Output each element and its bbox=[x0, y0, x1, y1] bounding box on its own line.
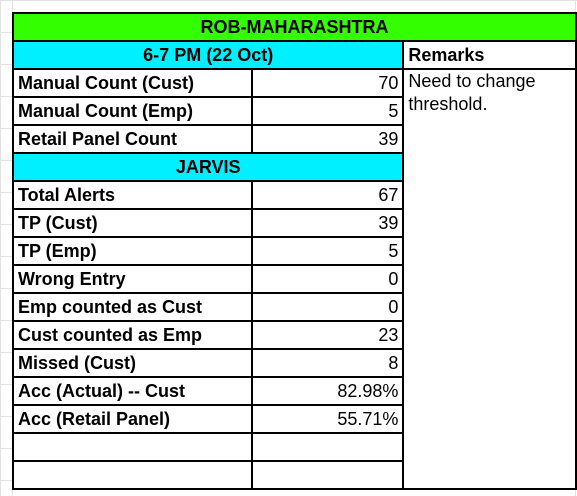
table-row: Missed (Cust) 8 bbox=[12, 348, 576, 378]
row-value[interactable]: 5 bbox=[250, 96, 405, 126]
remarks-cell[interactable]: Need to change threshold. bbox=[402, 68, 577, 490]
table-row: Retail Panel Count 39 bbox=[12, 124, 576, 154]
table-row: TP (Cust) 39 bbox=[12, 208, 576, 238]
row-label[interactable]: Total Alerts bbox=[12, 180, 253, 210]
row-value[interactable] bbox=[250, 460, 405, 490]
row-value[interactable]: 70 bbox=[250, 68, 405, 98]
row-value[interactable]: 39 bbox=[250, 124, 405, 154]
row-value[interactable] bbox=[250, 432, 405, 462]
header-row: 6-7 PM (22 Oct) Remarks bbox=[11, 40, 577, 70]
table-title[interactable]: ROB-MAHARASHTRA bbox=[12, 12, 577, 42]
row-value[interactable]: 55.71% bbox=[250, 404, 405, 434]
row-label[interactable]: Manual Count (Cust) bbox=[12, 68, 253, 98]
row-label[interactable]: Acc (Retail Panel) bbox=[12, 404, 253, 434]
table-row: Emp counted as Cust 0 bbox=[12, 292, 576, 322]
row-label[interactable]: Manual Count (Emp) bbox=[12, 96, 253, 126]
table-row: Total Alerts 67 bbox=[12, 180, 576, 210]
row-label[interactable] bbox=[12, 432, 253, 462]
row-value[interactable]: 82.98% bbox=[250, 376, 405, 406]
table-row: Manual Count (Emp) 5 bbox=[12, 96, 576, 126]
row-value[interactable]: 0 bbox=[250, 292, 405, 322]
row-value[interactable]: 39 bbox=[250, 208, 405, 238]
table-row: Cust counted as Emp 23 bbox=[12, 320, 576, 350]
row-label[interactable]: TP (Cust) bbox=[12, 208, 253, 238]
row-label[interactable]: Retail Panel Count bbox=[12, 124, 253, 154]
row-label[interactable] bbox=[12, 460, 253, 490]
table-row bbox=[12, 432, 576, 462]
section-row: JARVIS bbox=[11, 152, 576, 182]
row-label[interactable]: Emp counted as Cust bbox=[12, 292, 253, 322]
row-value[interactable]: 23 bbox=[250, 320, 405, 350]
row-value[interactable]: 8 bbox=[250, 348, 405, 378]
table-row: Manual Count (Cust) 70 Need to change th… bbox=[12, 68, 577, 490]
row-label[interactable]: TP (Emp) bbox=[12, 236, 253, 266]
table-row: TP (Emp) 5 bbox=[12, 236, 576, 266]
row-label[interactable]: Cust counted as Emp bbox=[12, 320, 253, 350]
section-header[interactable]: JARVIS bbox=[11, 152, 405, 182]
row-value[interactable]: 67 bbox=[250, 180, 405, 210]
session-header[interactable]: 6-7 PM (22 Oct) bbox=[11, 40, 405, 70]
report-table: ROB-MAHARASHTRA 6-7 PM (22 Oct) Remarks … bbox=[11, 12, 577, 490]
title-row: ROB-MAHARASHTRA bbox=[12, 12, 577, 42]
row-label[interactable]: Acc (Actual) -- Cust bbox=[12, 376, 253, 406]
row-label[interactable]: Missed (Cust) bbox=[12, 348, 253, 378]
row-value[interactable]: 5 bbox=[250, 236, 405, 266]
table-row: Wrong Entry 0 bbox=[12, 264, 576, 294]
remarks-header[interactable]: Remarks bbox=[402, 40, 577, 70]
row-label[interactable]: Wrong Entry bbox=[12, 264, 253, 294]
table-row bbox=[12, 460, 576, 490]
table-row: Acc (Retail Panel) 55.71% bbox=[12, 404, 576, 434]
table-row: Acc (Actual) -- Cust 82.98% bbox=[12, 376, 576, 406]
row-value[interactable]: 0 bbox=[250, 264, 405, 294]
